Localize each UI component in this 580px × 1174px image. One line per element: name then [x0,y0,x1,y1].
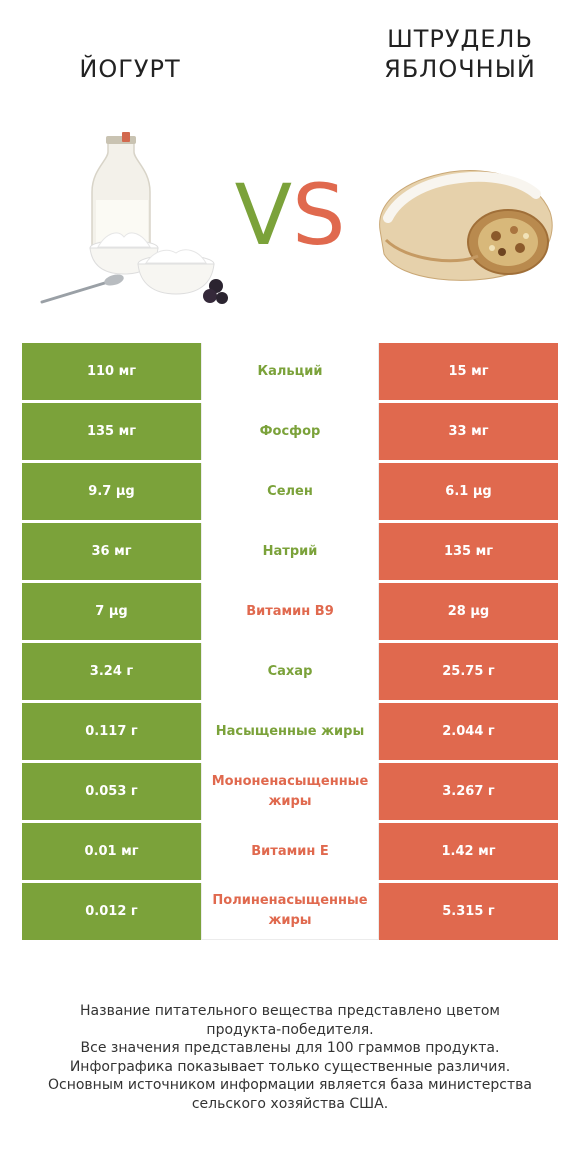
nutrient-name: Полиненасыщенные жиры [201,883,379,940]
left-value: 135 мг [22,403,201,460]
table-row: 3.24 г Сахар 25.75 г [22,643,558,703]
footer-line: Основным источником информации является … [48,1077,532,1093]
left-value: 110 мг [22,343,201,400]
yogurt-image [40,132,228,304]
left-value: 9.7 µg [22,463,201,520]
apple-strudel-image [379,170,553,281]
table-row: 0.01 мг Витамин E 1.42 мг [22,823,558,883]
right-value: 15 мг [379,343,558,400]
nutrient-name: Витамин B9 [201,583,379,640]
footer-line: продукта-победителя. [206,1021,374,1038]
nutrient-name: Сахар [201,643,379,700]
table-row: 7 µg Витамин B9 28 µg [22,583,558,643]
nutrient-name: Селен [201,463,379,520]
left-value: 36 мг [22,523,201,580]
vs-label: VS [222,165,358,265]
nutrient-name: Кальций [201,343,379,400]
table-row: 0.053 г Мононенасыщенные жиры 3.267 г [22,763,558,823]
left-value: 0.012 г [22,883,201,940]
right-value: 135 мг [379,523,558,580]
right-value: 3.267 г [379,763,558,820]
footer-line: Название питательного вещества представл… [80,1003,500,1019]
right-value: 5.315 г [379,883,558,940]
right-value: 25.75 г [379,643,558,700]
nutrient-name: Натрий [201,523,379,580]
table-row: 135 мг Фосфор 33 мг [22,403,558,463]
footer-note: Название питательного вещества представл… [20,1002,560,1113]
right-value: 28 µg [379,583,558,640]
left-value: 0.01 мг [22,823,201,880]
table-row: 110 мг Кальций 15 мг [22,343,558,403]
right-value: 1.42 мг [379,823,558,880]
left-product-title: ЙОГУРТ [40,54,220,84]
table-row: 0.117 г Насыщенные жиры 2.044 г [22,703,558,763]
left-value: 0.117 г [22,703,201,760]
right-value: 2.044 г [379,703,558,760]
table-row: 36 мг Натрий 135 мг [22,523,558,583]
footer-line: Все значения представлены для 100 граммо… [80,1040,500,1056]
right-product-name-line2: ЯБЛОЧНЫЙ [384,55,536,83]
table-row: 0.012 г Полиненасыщенные жиры 5.315 г [22,883,558,943]
right-product-name-line1: ШТРУДЕЛЬ [387,25,533,53]
right-value: 33 мг [379,403,558,460]
table-row: 9.7 µg Селен 6.1 µg [22,463,558,523]
footer-line: сельского хозяйства США. [191,1095,389,1112]
nutrient-name: Мононенасыщенные жиры [201,763,379,820]
footer-line: Инфографика показывает только существенн… [69,1058,511,1075]
nutrient-name: Фосфор [201,403,379,460]
left-product-name: ЙОГУРТ [79,55,181,83]
nutrient-name: Витамин E [201,823,379,880]
vs-v-letter: V [234,166,293,264]
left-value: 0.053 г [22,763,201,820]
right-product-title: ШТРУДЕЛЬ ЯБЛОЧНЫЙ [360,24,560,84]
left-value: 3.24 г [22,643,201,700]
left-value: 7 µg [22,583,201,640]
right-value: 6.1 µg [379,463,558,520]
nutrient-name: Насыщенные жиры [201,703,379,760]
vs-s-letter: S [292,166,346,264]
comparison-table: 110 мг Кальций 15 мг 135 мг Фосфор 33 мг 9.7 µ… [22,343,558,943]
